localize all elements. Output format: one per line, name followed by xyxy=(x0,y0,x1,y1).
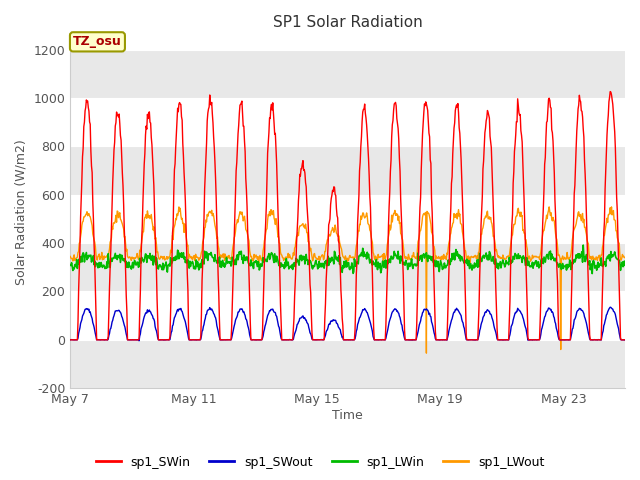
Legend: sp1_SWin, sp1_SWout, sp1_LWin, sp1_LWout: sp1_SWin, sp1_SWout, sp1_LWin, sp1_LWout xyxy=(90,451,550,474)
Text: TZ_osu: TZ_osu xyxy=(73,36,122,48)
sp1_SWin xyxy=(606,89,614,95)
sp1_LWout xyxy=(515,210,523,216)
sp1_LWin xyxy=(268,251,276,257)
sp1_SWout xyxy=(269,306,276,312)
sp1_LWout xyxy=(298,222,305,228)
sp1_LWout xyxy=(197,253,205,259)
sp1_SWin xyxy=(621,337,629,343)
sp1_SWin xyxy=(381,337,388,343)
sp1_LWin xyxy=(86,252,94,258)
sp1_LWin xyxy=(67,263,74,268)
Line: sp1_LWout: sp1_LWout xyxy=(70,207,625,353)
Y-axis label: Solar Radiation (W/m2): Solar Radiation (W/m2) xyxy=(15,139,28,285)
sp1_SWout xyxy=(86,309,94,315)
sp1_SWout xyxy=(135,338,143,344)
sp1_SWout xyxy=(621,337,629,343)
sp1_LWout xyxy=(422,350,430,356)
Bar xyxy=(70,146,625,195)
Line: sp1_SWin: sp1_SWin xyxy=(70,92,625,340)
sp1_LWout xyxy=(86,214,94,220)
sp1_LWin xyxy=(579,242,587,248)
Bar xyxy=(70,50,625,98)
Title: SP1 Solar Radiation: SP1 Solar Radiation xyxy=(273,15,422,30)
sp1_LWin xyxy=(197,265,205,271)
sp1_LWout xyxy=(268,212,276,217)
Bar xyxy=(70,340,625,388)
Bar xyxy=(70,243,625,291)
sp1_SWout xyxy=(198,333,205,339)
sp1_SWin xyxy=(268,107,276,113)
sp1_SWout xyxy=(381,337,389,343)
sp1_LWin xyxy=(381,262,388,267)
sp1_SWin xyxy=(298,166,305,171)
sp1_LWin xyxy=(621,262,629,268)
sp1_SWin xyxy=(67,337,74,343)
sp1_SWin xyxy=(86,121,94,127)
sp1_LWin xyxy=(588,271,596,276)
Line: sp1_LWin: sp1_LWin xyxy=(70,245,625,274)
sp1_LWout xyxy=(545,204,553,210)
sp1_SWout xyxy=(606,304,614,310)
Line: sp1_SWout: sp1_SWout xyxy=(70,307,625,341)
sp1_LWin xyxy=(298,258,305,264)
sp1_LWout xyxy=(621,255,629,261)
sp1_LWout xyxy=(381,254,388,260)
sp1_LWin xyxy=(515,251,522,257)
sp1_SWin xyxy=(515,103,522,109)
sp1_SWin xyxy=(197,334,205,339)
sp1_LWout xyxy=(67,253,74,259)
sp1_SWout xyxy=(67,337,74,343)
sp1_SWout xyxy=(515,307,523,313)
X-axis label: Time: Time xyxy=(332,409,363,422)
sp1_SWout xyxy=(298,313,306,319)
